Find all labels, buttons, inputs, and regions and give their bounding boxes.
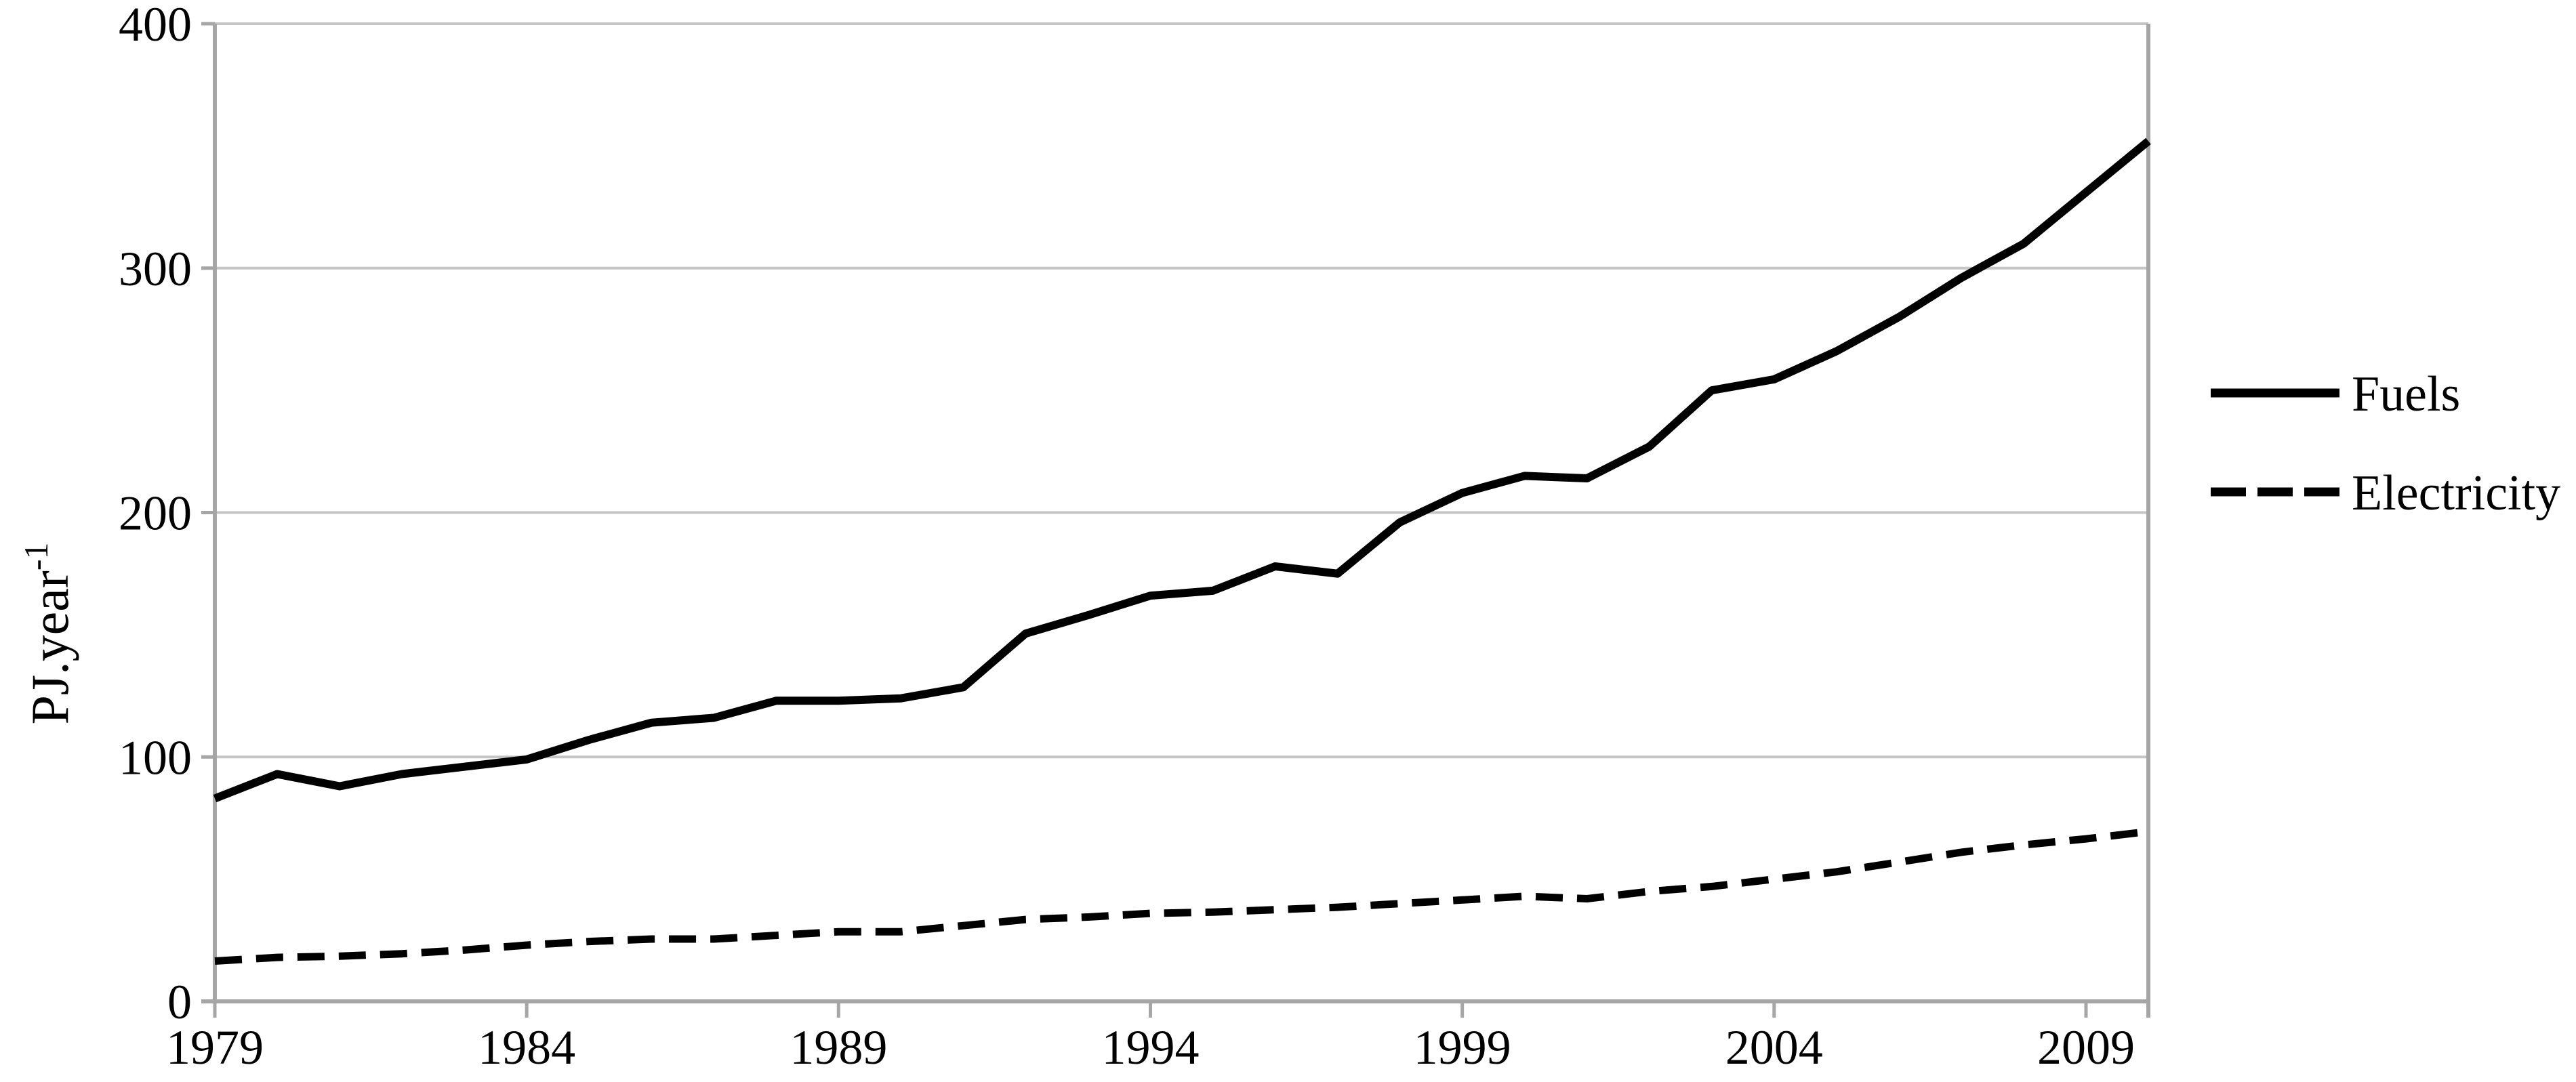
x-tick-label-1994: 1994 [1101, 1020, 1199, 1075]
series-line-electricity [214, 827, 2149, 965]
y-tick-label-200: 200 [119, 486, 192, 541]
legend-label-electricity: Electricity [2352, 465, 2560, 521]
y-tick-label-300: 300 [119, 242, 192, 296]
x-tick-label-2004: 2004 [1725, 1020, 1823, 1075]
x-tick-label-1989: 1989 [790, 1020, 887, 1075]
legend: Fuels Electricity [2211, 367, 2560, 521]
data-series [213, 138, 2151, 965]
y-axis-tick-labels: 0 100 200 300 400 [119, 0, 192, 1029]
legend-label-fuels: Fuels [2352, 367, 2460, 422]
x-tick-label-2009: 2009 [2037, 1020, 2135, 1075]
y-tick-label-0: 0 [167, 975, 192, 1029]
x-axis-tick-labels: 1979 1984 1989 1994 1999 2004 2009 [166, 1020, 2135, 1075]
series-line-fuels [213, 138, 2151, 803]
x-tick-label-1979: 1979 [166, 1020, 264, 1075]
y-axis-title: PJ.year-1 [17, 542, 79, 724]
gridlines [215, 22, 2148, 759]
x-tick-label-1999: 1999 [1414, 1020, 1511, 1075]
y-tick-label-400: 400 [119, 0, 192, 51]
axis-ticks [201, 22, 2088, 1018]
y-tick-label-100: 100 [119, 730, 192, 785]
axes [201, 24, 2150, 1018]
x-tick-label-1984: 1984 [478, 1020, 575, 1075]
legend-swatches [2211, 388, 2339, 497]
